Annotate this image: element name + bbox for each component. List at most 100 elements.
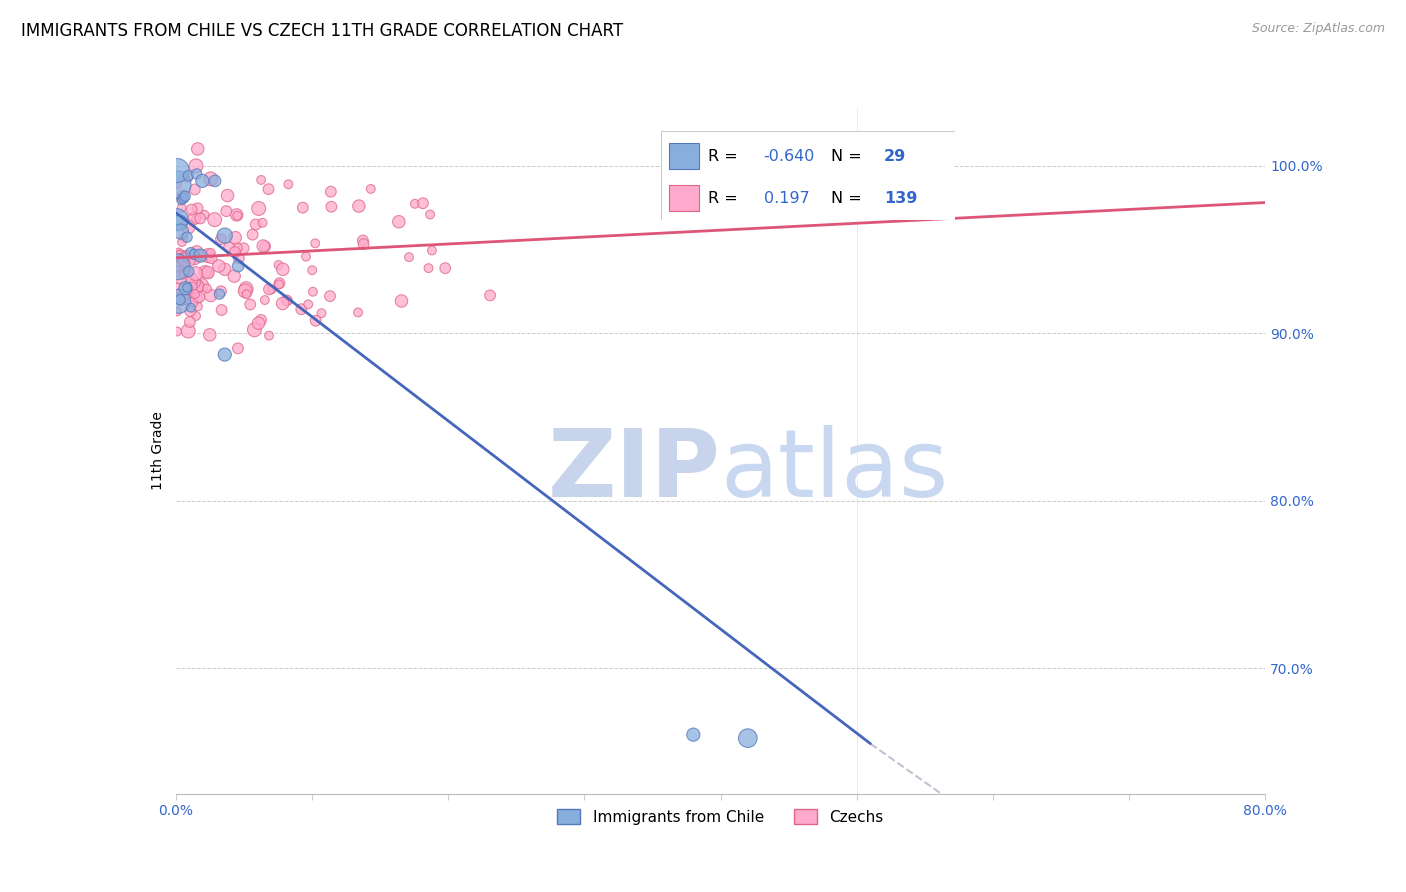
Point bbox=[224, 269, 246, 284]
Point bbox=[188, 249, 211, 263]
Point bbox=[398, 250, 420, 264]
Point bbox=[257, 282, 280, 296]
Point bbox=[290, 302, 312, 317]
Point bbox=[225, 208, 247, 222]
Point bbox=[224, 230, 246, 244]
Point bbox=[239, 297, 262, 311]
Point bbox=[166, 264, 188, 278]
Point bbox=[347, 199, 370, 213]
Point bbox=[198, 267, 221, 281]
Point bbox=[200, 288, 222, 302]
Text: IMMIGRANTS FROM CHILE VS CZECH 11TH GRADE CORRELATION CHART: IMMIGRANTS FROM CHILE VS CZECH 11TH GRAD… bbox=[21, 22, 623, 40]
Point bbox=[176, 169, 198, 184]
Point bbox=[179, 315, 201, 329]
Legend: Immigrants from Chile, Czechs: Immigrants from Chile, Czechs bbox=[551, 803, 890, 830]
Text: Source: ZipAtlas.com: Source: ZipAtlas.com bbox=[1251, 22, 1385, 36]
Point bbox=[169, 293, 191, 307]
FancyBboxPatch shape bbox=[669, 143, 699, 169]
Point bbox=[305, 314, 328, 328]
Point bbox=[194, 208, 217, 222]
Point bbox=[183, 211, 205, 226]
Point bbox=[420, 244, 443, 258]
Text: N =: N = bbox=[831, 191, 862, 205]
Point bbox=[186, 291, 208, 305]
Point bbox=[187, 142, 209, 156]
Point bbox=[176, 280, 198, 294]
Point bbox=[174, 281, 197, 295]
Point bbox=[233, 284, 256, 298]
Point bbox=[166, 163, 188, 178]
Point bbox=[321, 200, 343, 214]
Y-axis label: 11th Grade: 11th Grade bbox=[150, 411, 165, 490]
Point bbox=[682, 728, 704, 742]
Point bbox=[267, 258, 290, 272]
Point bbox=[167, 260, 190, 275]
Point bbox=[217, 188, 239, 202]
Point bbox=[197, 249, 219, 263]
Point bbox=[257, 182, 280, 196]
Point bbox=[247, 202, 270, 216]
Point bbox=[352, 234, 374, 248]
Point bbox=[166, 260, 188, 274]
Point bbox=[184, 159, 207, 173]
Point bbox=[181, 279, 204, 293]
Point bbox=[271, 262, 294, 277]
Point bbox=[174, 250, 197, 264]
Point bbox=[167, 294, 190, 309]
Point bbox=[187, 201, 209, 215]
Text: atlas: atlas bbox=[721, 425, 949, 517]
Point bbox=[245, 218, 267, 232]
Point bbox=[388, 215, 411, 229]
Point bbox=[319, 185, 342, 199]
Point bbox=[170, 270, 193, 285]
Point bbox=[170, 201, 193, 215]
Point bbox=[319, 289, 342, 303]
Point bbox=[347, 305, 370, 319]
Point bbox=[177, 219, 200, 234]
Point bbox=[204, 174, 226, 188]
Point bbox=[188, 280, 211, 294]
Point bbox=[170, 249, 193, 263]
Point bbox=[257, 328, 280, 343]
Point bbox=[211, 303, 233, 318]
Point bbox=[479, 288, 502, 302]
Text: 139: 139 bbox=[884, 191, 918, 205]
Point bbox=[250, 313, 273, 327]
Point bbox=[226, 342, 249, 356]
Point bbox=[412, 196, 434, 211]
Point bbox=[214, 262, 236, 277]
Point bbox=[242, 227, 264, 242]
Text: 0.197: 0.197 bbox=[763, 191, 810, 205]
Point bbox=[291, 201, 314, 215]
Point bbox=[391, 293, 413, 308]
Point bbox=[173, 268, 195, 282]
Point bbox=[169, 249, 191, 263]
Point bbox=[226, 259, 249, 273]
Point bbox=[184, 182, 207, 196]
Point bbox=[170, 194, 193, 208]
Point bbox=[252, 239, 274, 253]
Point bbox=[184, 276, 207, 290]
Point bbox=[195, 281, 218, 295]
Point bbox=[353, 237, 375, 252]
Point bbox=[198, 327, 221, 342]
Point bbox=[276, 293, 298, 308]
Point bbox=[174, 266, 197, 280]
Point bbox=[166, 325, 188, 339]
Point bbox=[177, 324, 200, 338]
Point bbox=[224, 245, 246, 260]
Point bbox=[311, 306, 333, 320]
Point bbox=[179, 304, 201, 318]
Point bbox=[186, 244, 208, 259]
Point bbox=[169, 216, 191, 230]
Point bbox=[200, 251, 222, 265]
Point bbox=[170, 225, 193, 239]
Point bbox=[177, 169, 200, 183]
Point bbox=[214, 228, 236, 243]
Point bbox=[173, 252, 195, 267]
Point bbox=[204, 212, 226, 227]
Point bbox=[172, 188, 194, 202]
Point bbox=[170, 293, 193, 308]
FancyBboxPatch shape bbox=[669, 185, 699, 211]
Point bbox=[214, 347, 236, 361]
